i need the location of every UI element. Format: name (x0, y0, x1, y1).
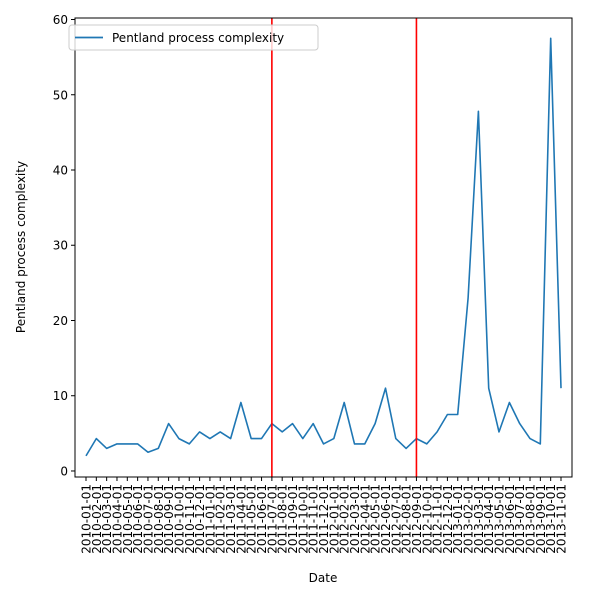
x-tick-label: 2013-02-01 (462, 484, 476, 554)
x-tick-label: 2013-07-01 (513, 484, 527, 554)
x-tick-label: 2011-12-01 (317, 484, 331, 554)
x-tick-label: 2011-09-01 (286, 484, 300, 554)
legend: Pentland process complexity (68, 24, 319, 51)
x-tick-label: 2010-07-01 (142, 484, 156, 554)
y-axis-label: Pentland process complexity (14, 161, 28, 333)
series-line (85, 37, 562, 457)
x-tick-label: 2010-10-01 (172, 484, 186, 554)
x-tick-label: 2013-05-01 (493, 484, 507, 554)
x-tick-label: 2013-11-01 (555, 484, 569, 554)
y-tick-label: 50 (53, 88, 68, 102)
x-tick-label: 2013-10-01 (544, 484, 558, 554)
x-tick-label: 2013-09-01 (534, 484, 548, 554)
x-tick-label: 2012-10-01 (420, 484, 434, 554)
x-tick-label: 2012-08-01 (400, 484, 414, 554)
x-tick-label: 2010-04-01 (111, 484, 125, 554)
y-tick-label: 40 (53, 163, 68, 177)
x-tick-label: 2011-06-01 (255, 484, 269, 554)
x-tick-label: 2011-01-01 (203, 484, 217, 554)
x-tick-label: 2012-03-01 (348, 484, 362, 554)
x-tick-label: 2010-05-01 (121, 484, 135, 554)
x-tick-label: 2010-08-01 (152, 484, 166, 554)
x-tick-label: 2013-04-01 (482, 484, 496, 554)
x-tick-label: 2010-12-01 (193, 484, 207, 554)
x-tick-label: 2012-07-01 (389, 484, 403, 554)
x-axis-label: Date (309, 571, 338, 585)
x-tick-label: 2011-10-01 (296, 484, 310, 554)
x-tick-label: 2011-11-01 (307, 484, 321, 554)
x-tick-label: 2010-02-01 (90, 484, 104, 554)
x-tick-label: 2011-02-01 (214, 484, 228, 554)
x-tick-label: 2011-03-01 (224, 484, 238, 554)
x-tick-label: 2011-08-01 (276, 484, 290, 554)
x-tick-label: 2013-08-01 (524, 484, 538, 554)
legend-entry-label: Pentland process complexity (112, 31, 284, 45)
x-tick-label: 2011-04-01 (234, 484, 248, 554)
x-tick-label: 2012-11-01 (431, 484, 445, 554)
x-tick-label: 2011-07-01 (265, 484, 279, 554)
x-tick-label: 2013-06-01 (503, 484, 517, 554)
x-tick-label: 2012-09-01 (410, 484, 424, 554)
x-tick-label: 2012-02-01 (338, 484, 352, 554)
x-tick-label: 2010-09-01 (162, 484, 176, 554)
x-tick-label: 2012-05-01 (369, 484, 383, 554)
y-tick-label: 60 (53, 13, 68, 27)
x-tick-label: 2010-03-01 (100, 484, 114, 554)
y-tick-label: 20 (53, 314, 68, 328)
x-tick-label: 2011-05-01 (245, 484, 259, 554)
x-tick-label: 2012-01-01 (327, 484, 341, 554)
x-tick-label: 2012-04-01 (358, 484, 372, 554)
y-tick-label: 10 (53, 389, 68, 403)
y-tick-label: 30 (53, 239, 68, 253)
legend-box (68, 24, 319, 51)
x-tick-label: 2012-06-01 (379, 484, 393, 554)
x-tick-label: 2010-11-01 (183, 484, 197, 554)
x-tick-label: 2012-12-01 (441, 484, 455, 554)
y-tick-label: 0 (60, 464, 68, 478)
x-tick-label: 2013-03-01 (472, 484, 486, 554)
x-tick-label: 2010-06-01 (131, 484, 145, 554)
x-tick-label: 2010-01-01 (80, 484, 94, 554)
x-tick-label: 2013-01-01 (451, 484, 465, 554)
